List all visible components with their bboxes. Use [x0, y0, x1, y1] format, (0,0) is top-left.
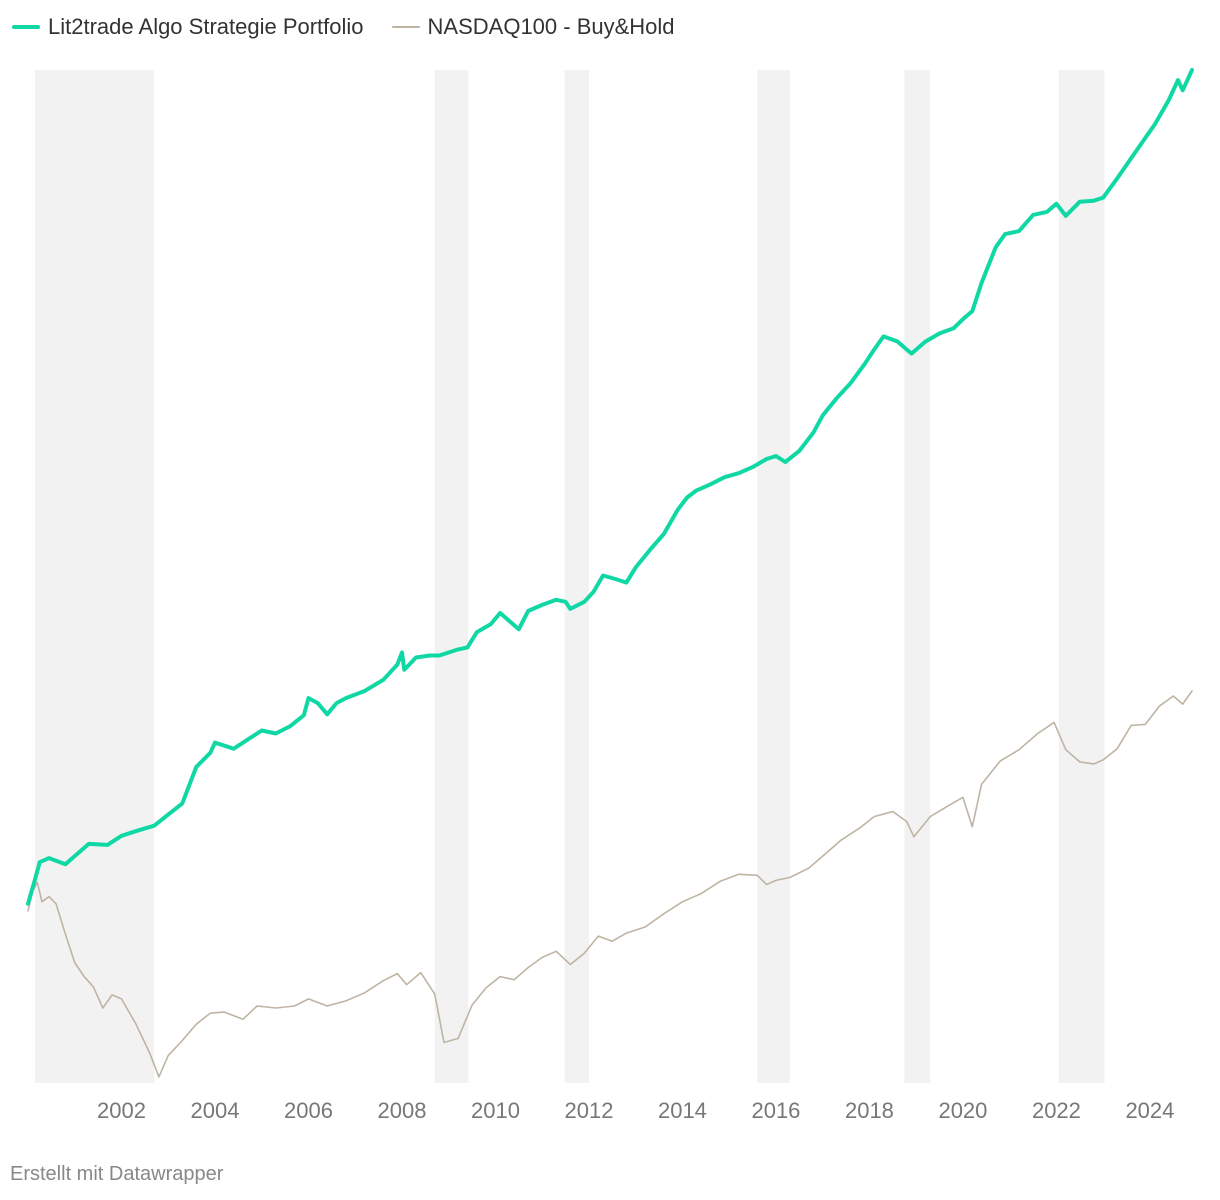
x-tick-label: 2024	[1125, 1098, 1174, 1123]
x-tick-label: 2006	[284, 1098, 333, 1123]
x-tick-label: 2014	[658, 1098, 707, 1123]
x-axis-ticks: 2002 2004 2006 2008 2010 2012 2014 2016 2018 2020…	[97, 1098, 1174, 1123]
x-tick-label: 2016	[751, 1098, 800, 1123]
x-tick-label: 2002	[97, 1098, 146, 1123]
x-tick-label: 2020	[938, 1098, 987, 1123]
shaded-period-4	[757, 70, 790, 1083]
shaded-period-3	[564, 70, 589, 1083]
x-tick-label: 2004	[191, 1098, 240, 1123]
x-tick-label: 2008	[377, 1098, 426, 1123]
x-tick-label: 2012	[564, 1098, 613, 1123]
chart-legend: Lit2trade Algo Strategie Portfolio NASDA…	[12, 14, 675, 40]
x-tick-label: 2018	[845, 1098, 894, 1123]
legend-item-strategy: Lit2trade Algo Strategie Portfolio	[12, 14, 364, 40]
x-tick-label: 2022	[1032, 1098, 1081, 1123]
shaded-period-1	[35, 70, 155, 1083]
legend-label-strategy: Lit2trade Algo Strategie Portfolio	[48, 14, 364, 39]
legend-swatch-strategy	[12, 25, 40, 29]
shaded-period-2	[434, 70, 469, 1083]
series-lines	[26, 68, 1194, 1078]
footer-credit: Erstellt mit Datawrapper	[10, 1163, 224, 1185]
legend-item-nasdaq: NASDAQ100 - Buy&Hold	[391, 14, 675, 40]
series-line-nasdaq	[27, 690, 1193, 1078]
legend-label-nasdaq: NASDAQ100 - Buy&Hold	[427, 14, 675, 39]
shaded-period-5	[904, 70, 931, 1083]
line-chart: 2002 2004 2006 2008 2010 2012 2014 2016 2018 2020…	[26, 68, 1194, 1123]
legend-swatch-nasdaq	[391, 26, 420, 28]
x-tick-label: 2010	[471, 1098, 520, 1123]
series-line-strategy	[26, 68, 1194, 906]
shaded-period-6	[1058, 70, 1105, 1083]
shaded-periods	[35, 70, 1105, 1083]
